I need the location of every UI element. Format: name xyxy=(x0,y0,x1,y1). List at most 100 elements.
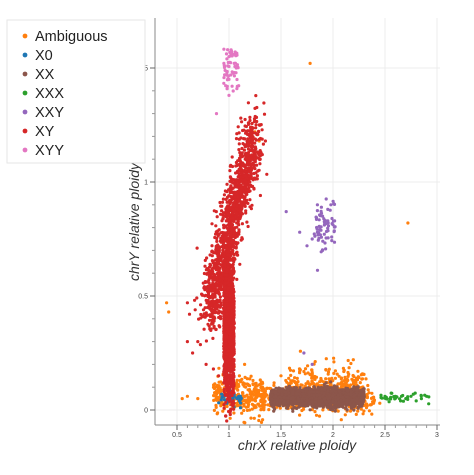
point-ambiguous xyxy=(258,404,262,408)
point-xy xyxy=(224,207,228,211)
point-xy xyxy=(237,162,241,167)
point-xy xyxy=(257,153,261,157)
point-ambiguous xyxy=(346,358,350,363)
point-xy xyxy=(251,163,255,167)
point-ambiguous xyxy=(252,393,256,397)
point-xy xyxy=(202,285,206,289)
point-xx xyxy=(331,394,335,398)
point-ambiguous xyxy=(257,383,262,387)
series-xx xyxy=(269,380,366,413)
point-xy xyxy=(262,112,267,116)
point-xxx xyxy=(419,397,423,401)
point-xx xyxy=(327,399,331,403)
point-xy xyxy=(255,156,259,160)
point-ambiguous xyxy=(356,369,360,373)
point-xy xyxy=(201,308,206,312)
point-xxy xyxy=(326,207,330,211)
point-xxy xyxy=(305,244,309,248)
point-ambiguous xyxy=(235,378,239,382)
point-ambiguous xyxy=(318,380,322,384)
point-ambiguous xyxy=(293,376,297,380)
point-xy xyxy=(235,277,239,281)
point-xx xyxy=(315,390,319,394)
point-xx xyxy=(326,397,330,401)
point-xx xyxy=(286,399,290,404)
point-xx xyxy=(291,409,295,413)
point-xx xyxy=(269,393,273,397)
point-xy xyxy=(245,220,249,224)
point-ambiguous xyxy=(364,377,368,381)
point-ambiguous xyxy=(314,413,319,417)
point-ambiguous xyxy=(349,361,353,366)
point-xy xyxy=(234,245,238,249)
point-xx xyxy=(330,389,334,393)
point-xxy xyxy=(316,238,320,242)
point-ambiguous xyxy=(365,404,369,408)
point-ambiguous xyxy=(255,384,259,388)
point-xx xyxy=(345,395,349,399)
point-ambiguous xyxy=(327,367,331,371)
point-xx xyxy=(352,394,356,398)
point-xxy xyxy=(324,236,328,240)
point-xxy xyxy=(321,214,325,218)
point-ambiguous xyxy=(241,391,245,395)
point-xy xyxy=(252,171,256,176)
point-xxy xyxy=(319,235,323,239)
point-xx xyxy=(289,397,293,401)
point-xx xyxy=(337,389,342,393)
point-xyy xyxy=(225,57,229,61)
point-ambiguous xyxy=(250,390,254,394)
point-xx xyxy=(349,403,353,407)
point-ambiguous xyxy=(295,383,299,387)
point-xy xyxy=(234,137,239,141)
point-xy xyxy=(255,105,259,110)
point-xy xyxy=(241,163,245,167)
point-ambiguous xyxy=(215,383,219,388)
point-xxy xyxy=(333,219,337,223)
point-xy xyxy=(206,322,210,326)
point-xy xyxy=(208,262,212,266)
point-ambiguous xyxy=(324,368,328,372)
point-ambiguous xyxy=(299,383,303,387)
point-xxy xyxy=(332,240,337,244)
point-xx xyxy=(303,387,307,391)
point-xy xyxy=(244,156,248,160)
point-xy xyxy=(239,116,243,120)
point-xy xyxy=(240,222,244,226)
point-ambiguous xyxy=(332,360,336,364)
point-xyy xyxy=(227,93,231,97)
point-xxy xyxy=(326,229,330,233)
point-xx xyxy=(345,389,350,393)
point-ambiguous xyxy=(242,402,246,407)
point-xy xyxy=(234,164,238,168)
point-xxx xyxy=(383,394,387,398)
point-xxy xyxy=(326,219,330,223)
point-xx xyxy=(292,386,297,390)
point-ambiguous xyxy=(249,394,253,398)
point-ambiguous xyxy=(272,381,276,385)
point-xx xyxy=(352,385,356,389)
point-xyy xyxy=(224,52,229,56)
point-xy xyxy=(248,156,252,160)
point-xx xyxy=(335,385,339,389)
point-xx xyxy=(307,401,311,406)
point-ambiguous xyxy=(228,416,232,420)
point-xxx xyxy=(404,397,408,401)
point-ambiguous xyxy=(272,383,276,387)
point-xy xyxy=(228,169,232,173)
point-xyy xyxy=(231,89,235,93)
point-xy xyxy=(240,120,244,124)
point-xy xyxy=(236,199,240,203)
point-ambiguous xyxy=(167,310,171,314)
point-ambiguous xyxy=(354,412,358,416)
point-xy xyxy=(248,198,252,202)
point-xy xyxy=(244,166,248,170)
point-xyy xyxy=(226,60,230,65)
point-ambiguous xyxy=(371,395,376,399)
point-xy xyxy=(209,328,213,332)
point-ambiguous xyxy=(365,396,369,400)
point-xy xyxy=(237,230,241,234)
point-xy xyxy=(222,193,226,197)
point-ambiguous xyxy=(352,381,356,385)
point-xxy xyxy=(315,230,319,234)
